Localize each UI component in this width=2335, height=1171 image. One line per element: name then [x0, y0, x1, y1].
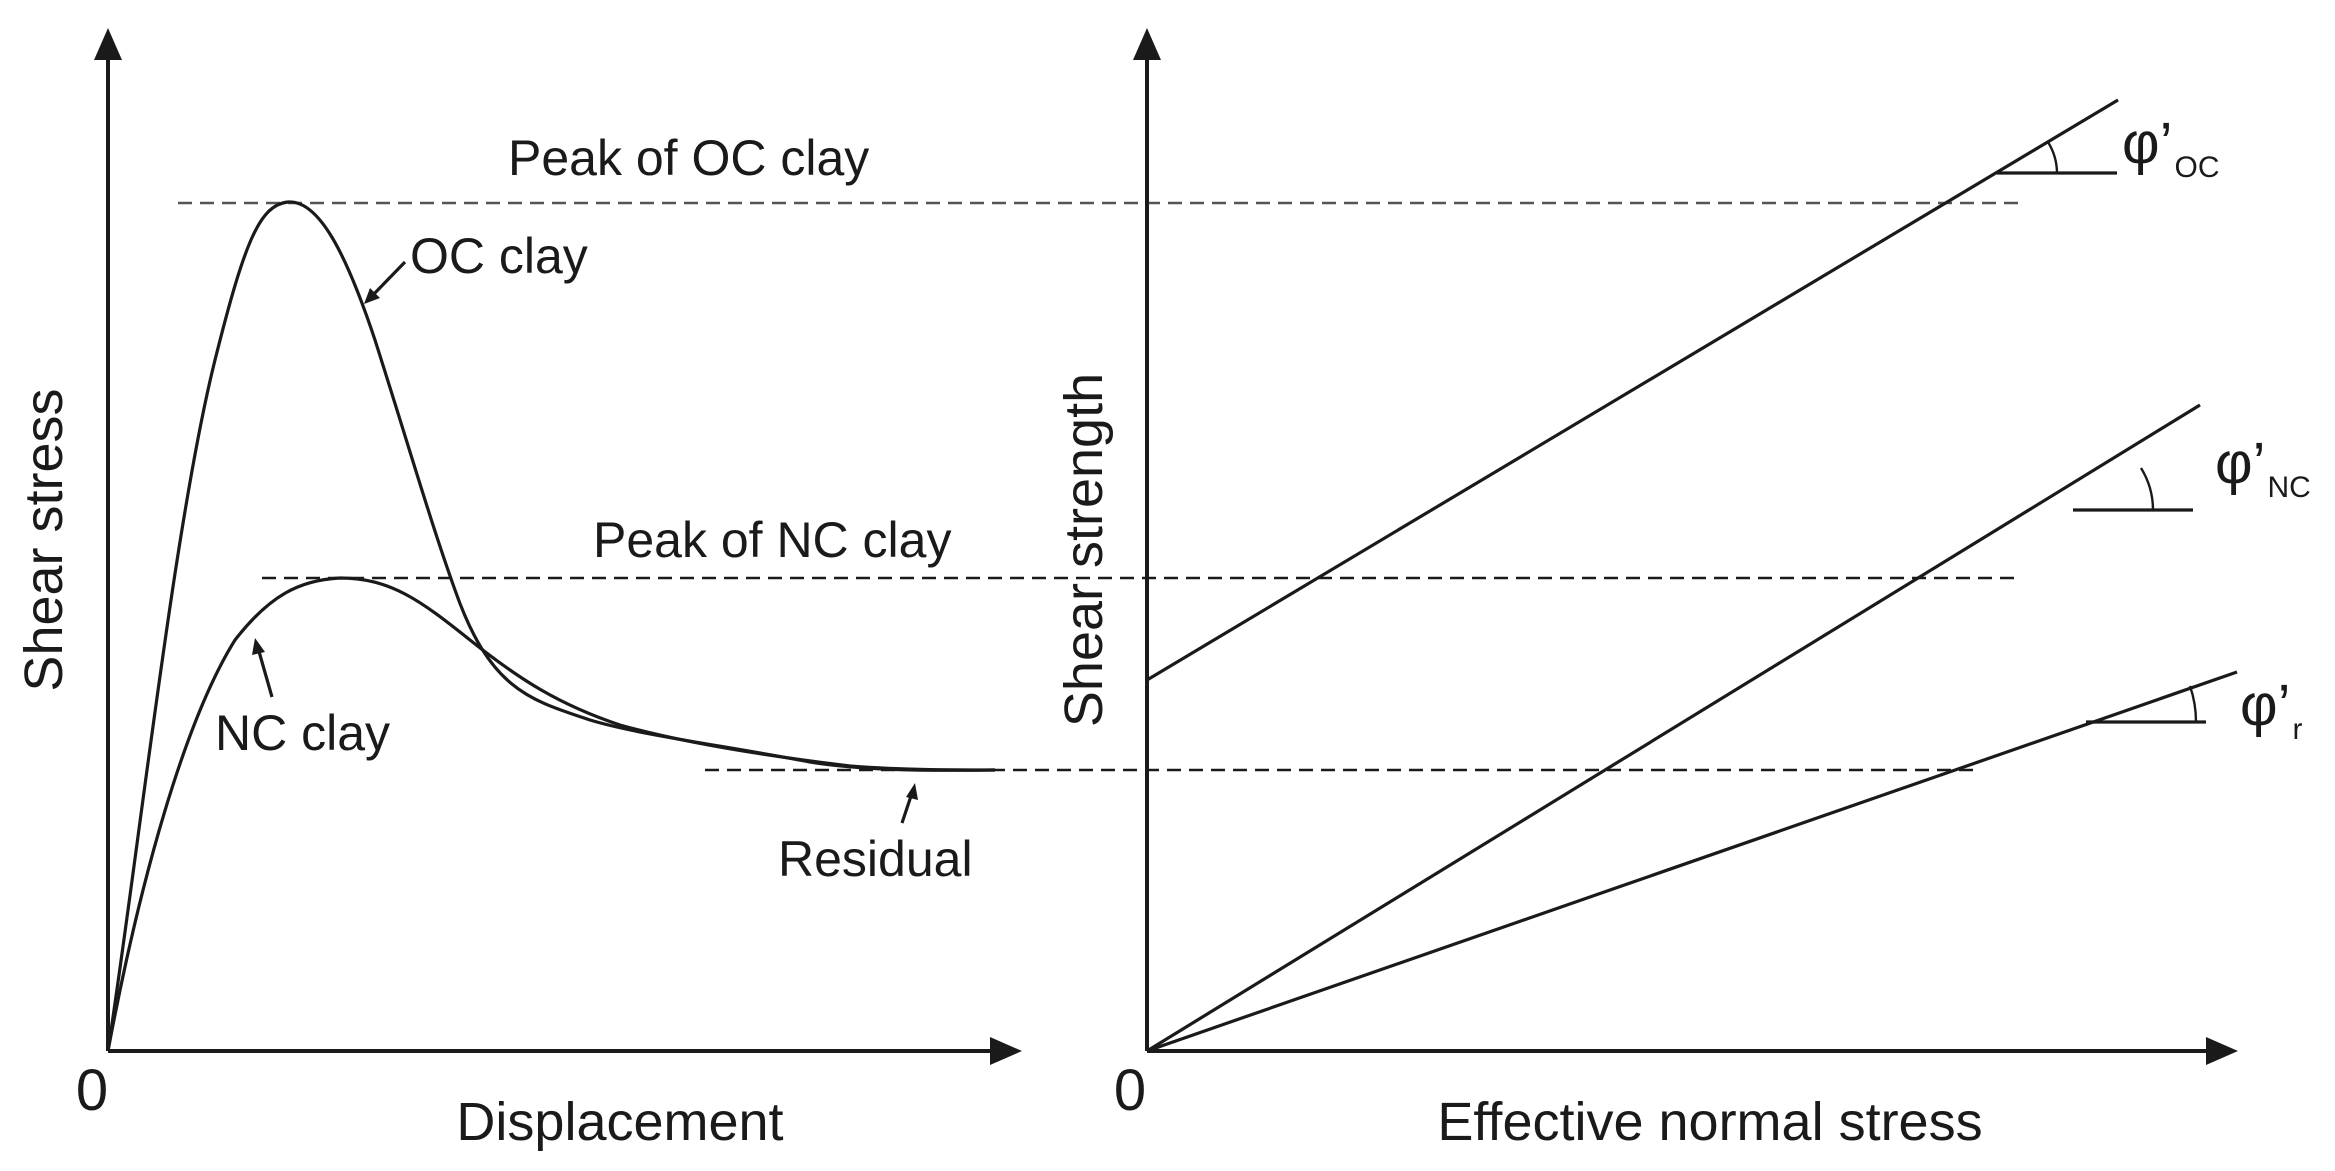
peak-oc-label: Peak of OC clay	[508, 130, 869, 186]
phi-oc-label: φ’OC	[2122, 111, 2220, 184]
nc-clay-pointer-head	[252, 638, 265, 655]
oc-clay-pointer-head	[364, 288, 380, 304]
right-x-axis-label: Effective normal stress	[1437, 1092, 1982, 1152]
nc-clay-pointer	[256, 647, 274, 698]
peak-nc-label: Peak of NC clay	[593, 512, 951, 568]
left-y-axis-arrowhead	[94, 28, 122, 60]
residual-failure-envelope	[1146, 670, 2238, 1053]
oc-angle-arc	[2046, 141, 2059, 174]
right-origin-label: 0	[1114, 1058, 1146, 1123]
right-y-axis-label: Shear strength	[1054, 373, 1114, 727]
right-panel: φ’OC φ’NC φ’r Shear strength Effective n…	[1054, 28, 2311, 1152]
left-panel: Peak of OC clay OC clay Peak of NC clay …	[14, 28, 2020, 1152]
r-angle-arc	[2188, 685, 2198, 723]
nc-failure-envelope	[1146, 403, 2201, 1053]
nc-clay-curve	[106, 576, 996, 1052]
left-x-axis-label: Displacement	[456, 1092, 783, 1152]
oc-failure-envelope	[1146, 98, 2119, 682]
residual-pointer-head	[906, 783, 918, 800]
left-x-axis-arrowhead	[990, 1037, 1022, 1065]
phi-nc-label: φ’NC	[2215, 431, 2311, 504]
residual-label: Residual	[778, 831, 973, 887]
nc-clay-label: NC clay	[215, 705, 390, 761]
oc-clay-label: OC clay	[410, 228, 588, 284]
right-y-axis-arrowhead	[1133, 28, 1161, 60]
right-x-axis-arrowhead	[2206, 1037, 2238, 1065]
nc-angle-arc	[2139, 467, 2155, 511]
left-y-axis-label: Shear stress	[14, 388, 74, 691]
oc-clay-curve	[106, 200, 996, 1052]
oc-clay-pointer	[370, 260, 407, 298]
phi-r-label: φ’r	[2240, 673, 2303, 746]
left-origin-label: 0	[76, 1058, 108, 1123]
